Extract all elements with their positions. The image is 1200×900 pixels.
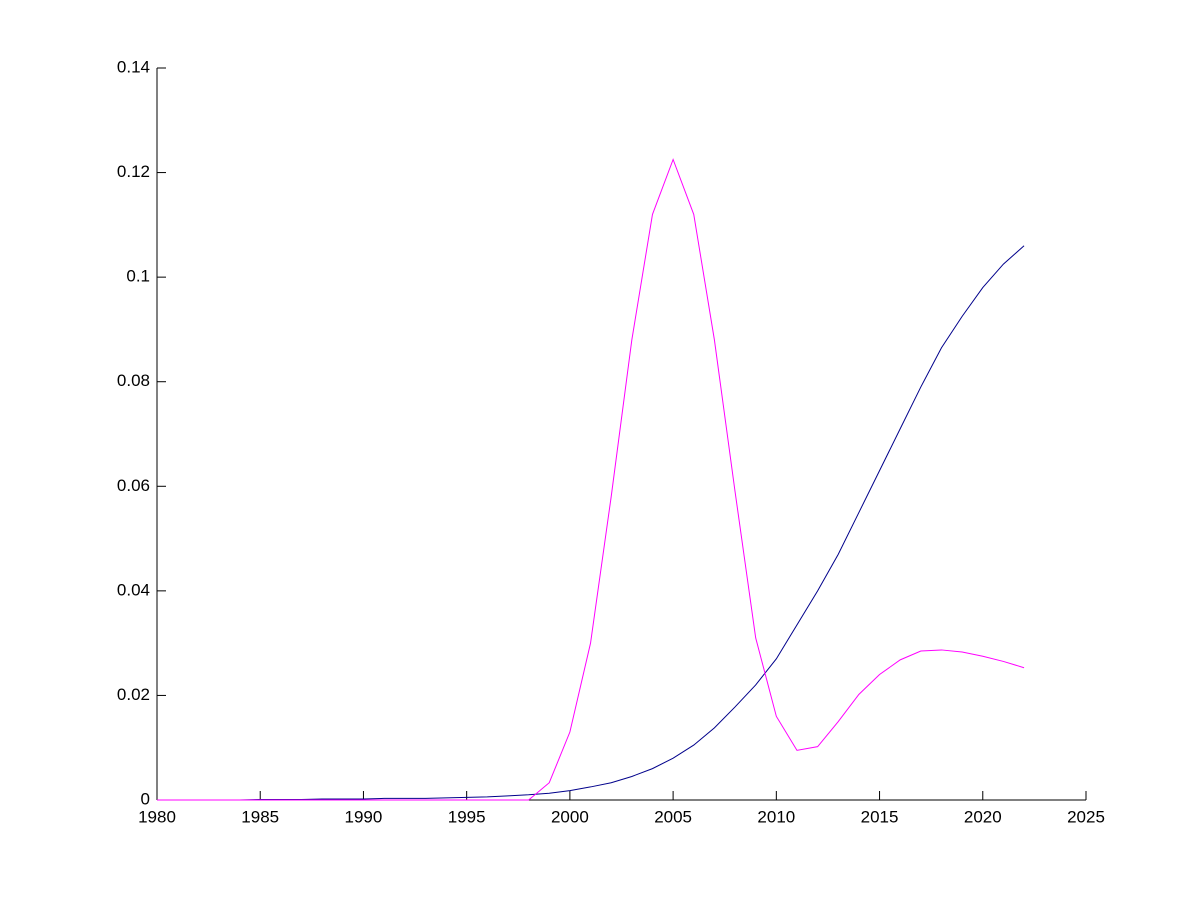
- x-tick-label: 2015: [861, 807, 899, 826]
- x-tick-label: 1990: [345, 807, 383, 826]
- x-tick-label: 2000: [551, 807, 589, 826]
- y-tick-label: 0.12: [117, 162, 150, 181]
- x-tick-label: 2005: [654, 807, 692, 826]
- x-tick-label: 2025: [1067, 807, 1105, 826]
- y-tick-label: 0.1: [126, 267, 150, 286]
- series-line: [157, 245, 1025, 801]
- x-tick-label: 2010: [757, 807, 795, 826]
- x-tick-label: 1980: [138, 807, 176, 826]
- series-line: [157, 158, 1025, 801]
- y-tick-label: 0.02: [117, 685, 150, 704]
- x-tick-label: 1995: [448, 807, 486, 826]
- x-tick-label: 2020: [964, 807, 1002, 826]
- y-tick-label: 0.06: [117, 476, 150, 495]
- x-tick-label: 1985: [241, 807, 279, 826]
- y-tick-label: 0.04: [117, 580, 150, 599]
- y-tick-label: 0: [141, 789, 150, 808]
- y-tick-label: 0.14: [117, 57, 150, 76]
- y-tick-label: 0.08: [117, 371, 150, 390]
